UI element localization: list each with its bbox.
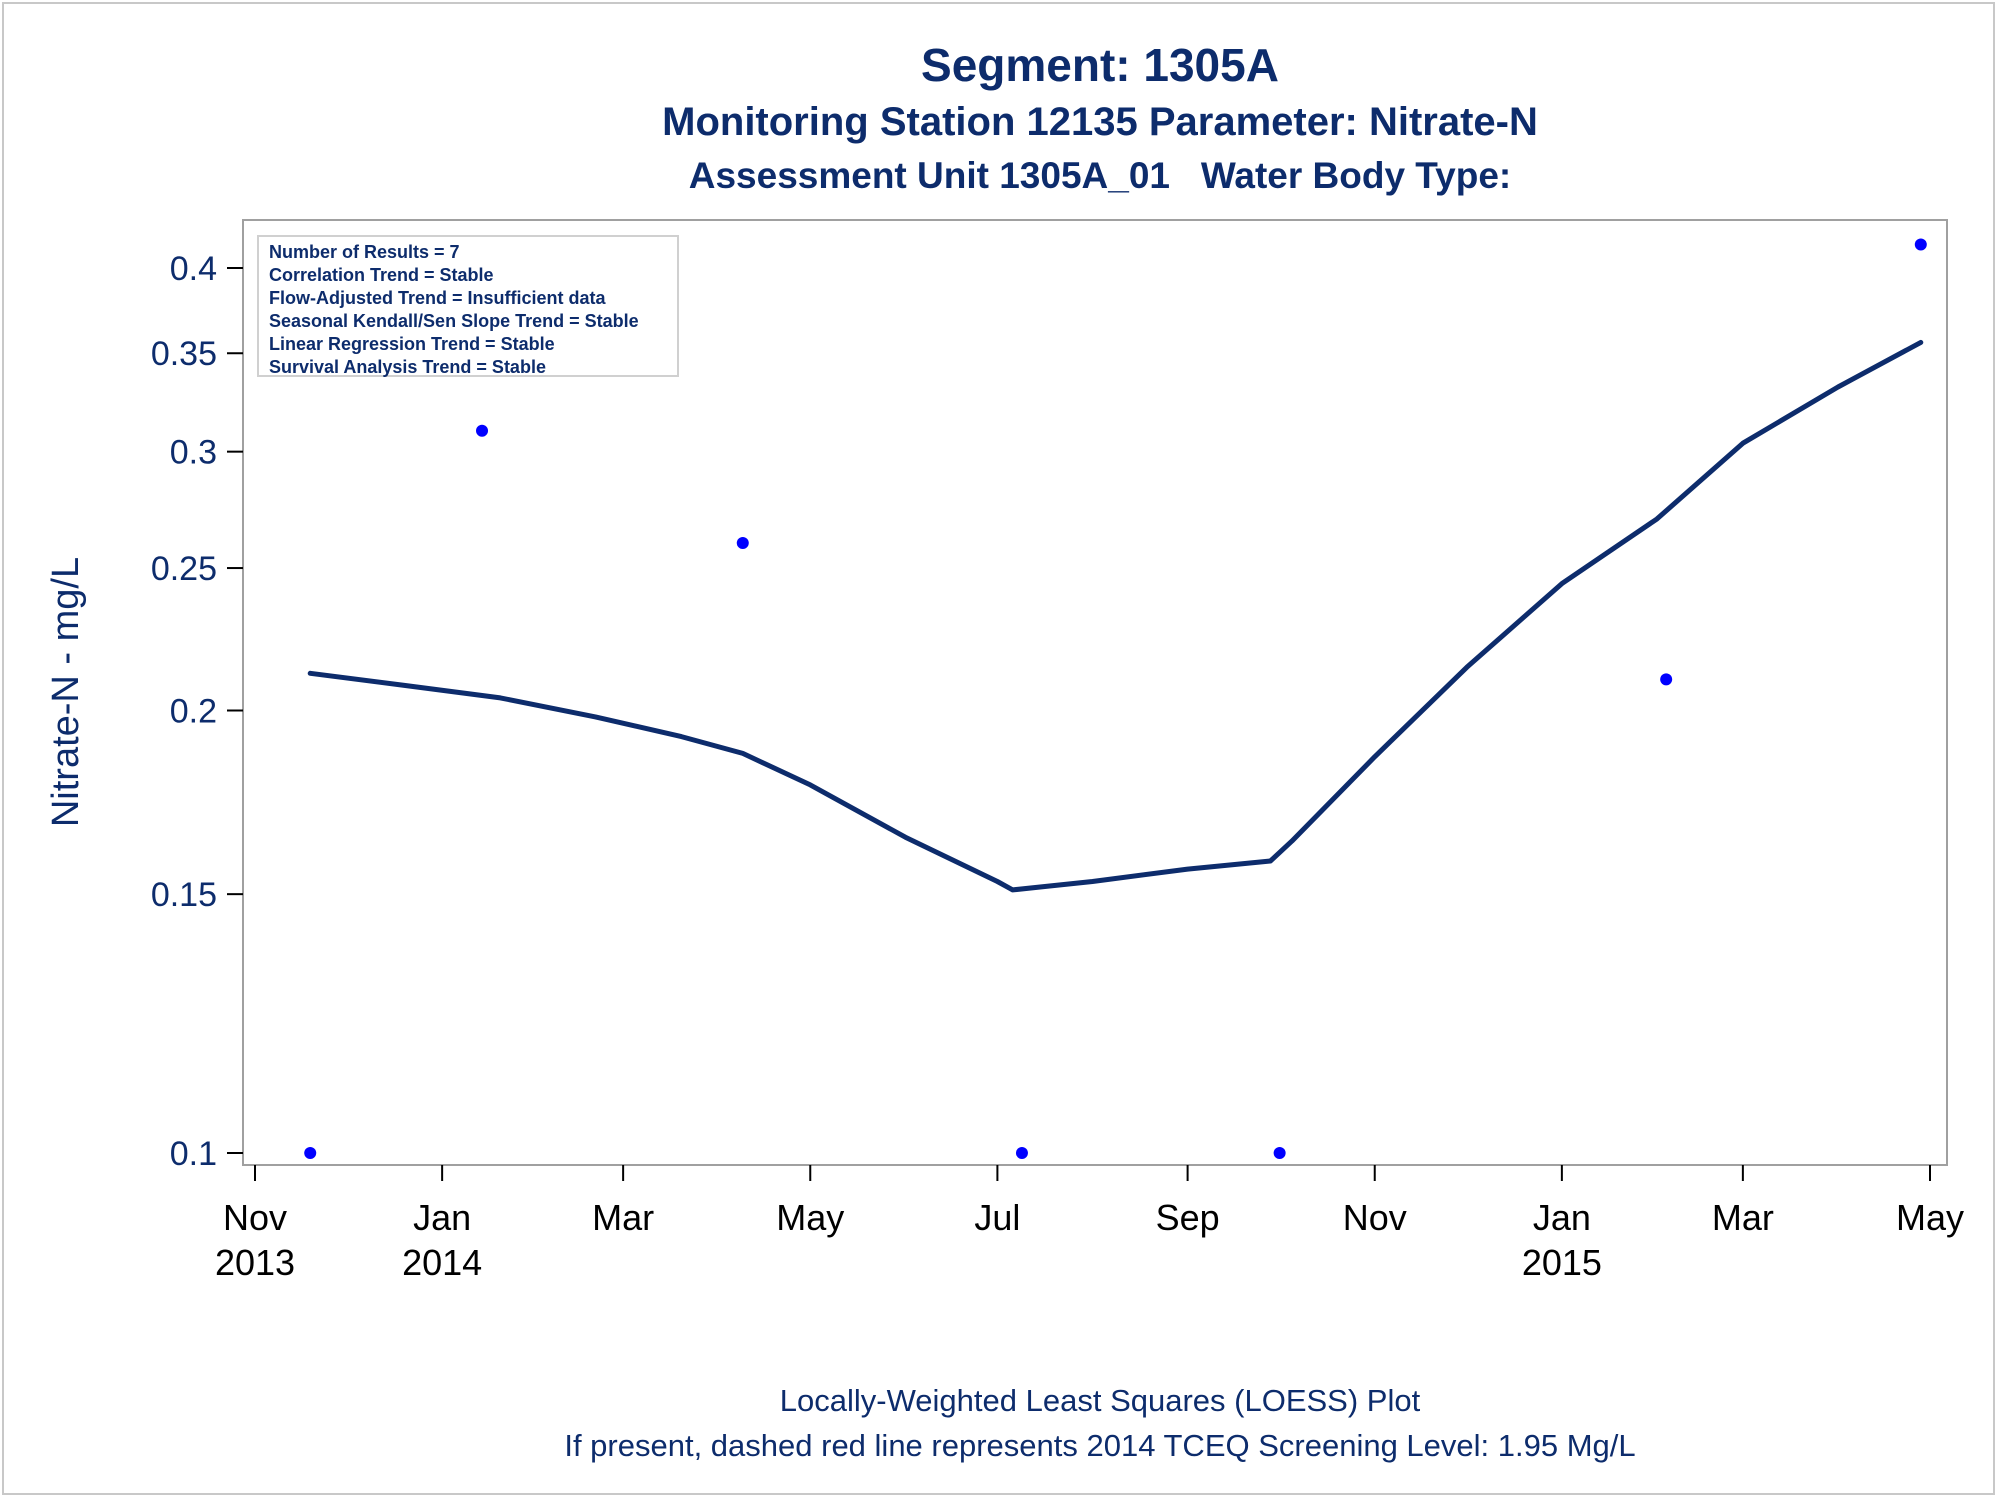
x-tick-label-month: Sep bbox=[1156, 1197, 1220, 1238]
data-point bbox=[476, 424, 489, 437]
x-tick-label-year: 2015 bbox=[1522, 1242, 1602, 1283]
y-tick-label: 0.4 bbox=[170, 250, 217, 288]
footnote-loess: Locally-Weighted Least Squares (LOESS) P… bbox=[779, 1383, 1421, 1418]
stats-line: Number of Results = 7 bbox=[269, 242, 460, 262]
loess-curve bbox=[307, 339, 1924, 893]
stats-line: Correlation Trend = Stable bbox=[269, 265, 494, 285]
data-point bbox=[1914, 238, 1927, 251]
stats-line: Seasonal Kendall/Sen Slope Trend = Stabl… bbox=[269, 311, 639, 331]
plot-area-frame bbox=[242, 219, 1948, 1166]
y-tick-label: 0.25 bbox=[151, 550, 217, 588]
y-tick-label: 0.3 bbox=[170, 434, 217, 472]
data-point bbox=[736, 537, 749, 550]
chart-subtitle-assessment: Assessment Unit 1305A_01 Water Body Type… bbox=[688, 155, 1512, 196]
footnote-screening-level: If present, dashed red line represents 2… bbox=[564, 1428, 1636, 1463]
y-tick-label: 0.2 bbox=[170, 693, 217, 731]
y-tick-label: 0.1 bbox=[170, 1135, 217, 1173]
x-tick-label-month: Jan bbox=[1533, 1197, 1591, 1238]
x-tick-label-year: 2014 bbox=[402, 1242, 482, 1283]
x-tick-label-month: Mar bbox=[1712, 1197, 1774, 1238]
data-points bbox=[304, 238, 1927, 1159]
y-axis: 0.1 0.15 0.2 0.25 0.3 0.35 0.4 bbox=[151, 250, 243, 1173]
x-tick-label-month: May bbox=[776, 1197, 844, 1238]
stats-line: Linear Regression Trend = Stable bbox=[269, 334, 555, 354]
trend-stats-box: Number of Results = 7 Correlation Trend … bbox=[257, 235, 679, 377]
y-axis-label: Nitrate-N - mg/L bbox=[45, 557, 87, 827]
x-tick-label-month: Jul bbox=[974, 1197, 1020, 1238]
data-point bbox=[1273, 1147, 1286, 1159]
x-tick-label-month: Mar bbox=[592, 1197, 654, 1238]
stats-line: Survival Analysis Trend = Stable bbox=[269, 357, 546, 377]
y-tick-label: 0.35 bbox=[151, 335, 217, 373]
chart-subtitle-station: Monitoring Station 12135 Parameter: Nitr… bbox=[662, 100, 1538, 144]
data-point bbox=[304, 1147, 317, 1159]
data-point bbox=[1660, 673, 1673, 686]
x-tick-label-month: May bbox=[1896, 1197, 1964, 1238]
x-tick-label-month: Jan bbox=[413, 1197, 471, 1238]
x-tick-label-month: Nov bbox=[223, 1197, 287, 1238]
x-tick-label-month: Nov bbox=[1343, 1197, 1407, 1238]
chart-title: Segment: 1305A bbox=[921, 39, 1279, 91]
y-tick-label: 0.15 bbox=[151, 876, 217, 914]
stats-line: Flow-Adjusted Trend = Insufficient data bbox=[269, 288, 606, 308]
x-tick-label-year: 2013 bbox=[215, 1242, 295, 1283]
data-point bbox=[1015, 1147, 1028, 1159]
